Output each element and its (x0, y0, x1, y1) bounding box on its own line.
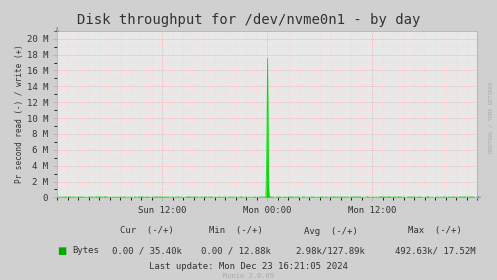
Text: ■: ■ (57, 246, 67, 256)
Text: Min  (-/+): Min (-/+) (209, 227, 263, 235)
Text: 0.00 / 35.40k: 0.00 / 35.40k (112, 246, 181, 255)
Text: 2.98k/127.89k: 2.98k/127.89k (296, 246, 365, 255)
Text: 0.00 / 12.88k: 0.00 / 12.88k (201, 246, 271, 255)
Text: Avg  (-/+): Avg (-/+) (304, 227, 357, 235)
Text: Max  (-/+): Max (-/+) (408, 227, 462, 235)
Text: 492.63k/ 17.52M: 492.63k/ 17.52M (395, 246, 475, 255)
Text: Bytes: Bytes (72, 246, 99, 255)
Y-axis label: Pr second read (-) / write (+): Pr second read (-) / write (+) (15, 45, 24, 183)
Text: Last update: Mon Dec 23 16:21:05 2024: Last update: Mon Dec 23 16:21:05 2024 (149, 262, 348, 271)
Text: Disk throughput for /dev/nvme0n1 - by day: Disk throughput for /dev/nvme0n1 - by da… (77, 13, 420, 27)
Text: RRDTOOL / TOBI OETIKER: RRDTOOL / TOBI OETIKER (489, 82, 494, 153)
Text: Cur  (-/+): Cur (-/+) (120, 227, 173, 235)
Text: Munin 2.0.69: Munin 2.0.69 (223, 273, 274, 279)
